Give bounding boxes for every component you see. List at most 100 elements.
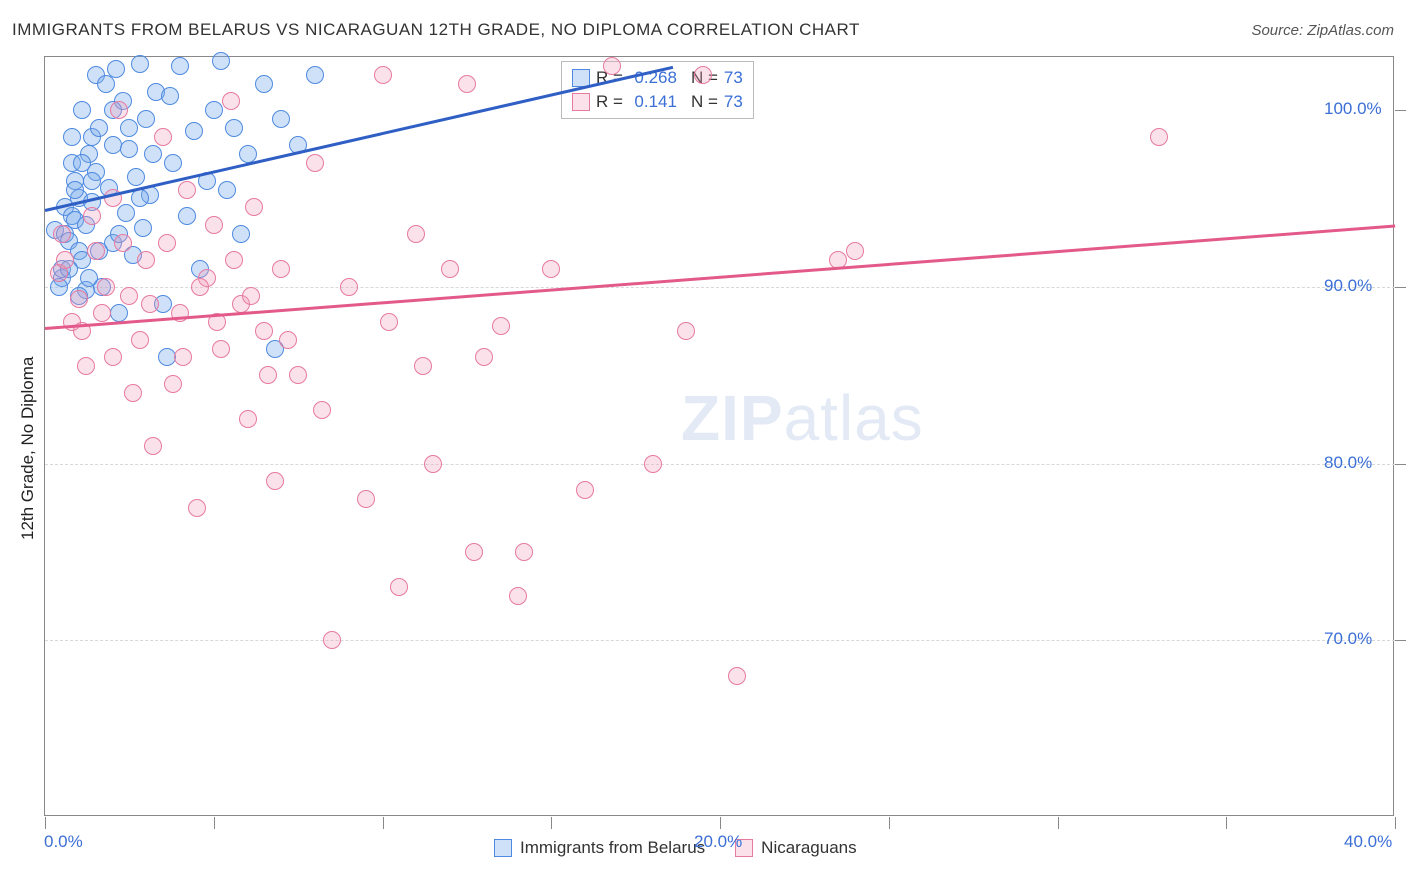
data-point-nicaraguans — [340, 278, 358, 296]
data-point-nicaraguans — [104, 348, 122, 366]
watermark-bold: ZIP — [681, 382, 784, 454]
data-point-nicaraguans — [542, 260, 560, 278]
data-point-nicaraguans — [137, 251, 155, 269]
stats-n-value: 73 — [724, 68, 743, 88]
data-point-nicaraguans — [188, 499, 206, 517]
data-point-nicaraguans — [124, 384, 142, 402]
data-point-nicaraguans — [289, 366, 307, 384]
y-tick-label: 90.0% — [1324, 276, 1372, 296]
data-point-belarus — [63, 128, 81, 146]
data-point-nicaraguans — [306, 154, 324, 172]
data-point-belarus — [131, 189, 149, 207]
legend-label-belarus: Immigrants from Belarus — [520, 838, 705, 858]
data-point-belarus — [107, 60, 125, 78]
data-point-nicaraguans — [87, 242, 105, 260]
data-point-belarus — [73, 154, 91, 172]
data-point-nicaraguans — [509, 587, 527, 605]
legend-swatch-belarus — [494, 839, 512, 857]
data-point-belarus — [117, 204, 135, 222]
data-point-nicaraguans — [205, 216, 223, 234]
y-tick — [1395, 464, 1406, 465]
y-tick — [1395, 287, 1406, 288]
data-point-nicaraguans — [77, 357, 95, 375]
data-point-nicaraguans — [407, 225, 425, 243]
data-point-belarus — [171, 57, 189, 75]
data-point-nicaraguans — [694, 66, 712, 84]
data-point-nicaraguans — [475, 348, 493, 366]
x-tick-minor — [551, 817, 552, 829]
chart-title: IMMIGRANTS FROM BELARUS VS NICARAGUAN 12… — [12, 20, 860, 40]
data-point-nicaraguans — [846, 242, 864, 260]
x-tick — [1395, 817, 1396, 829]
gridline — [45, 640, 1395, 641]
data-point-nicaraguans — [53, 225, 71, 243]
x-tick-minor — [1058, 817, 1059, 829]
data-point-belarus — [104, 136, 122, 154]
data-point-nicaraguans — [644, 455, 662, 473]
data-point-nicaraguans — [374, 66, 392, 84]
data-point-nicaraguans — [191, 278, 209, 296]
data-point-nicaraguans — [323, 631, 341, 649]
x-tick-minor — [214, 817, 215, 829]
data-point-nicaraguans — [441, 260, 459, 278]
data-point-nicaraguans — [242, 287, 260, 305]
header-row: IMMIGRANTS FROM BELARUS VS NICARAGUAN 12… — [12, 20, 1394, 40]
data-point-nicaraguans — [576, 481, 594, 499]
data-point-nicaraguans — [603, 57, 621, 75]
data-point-belarus — [205, 101, 223, 119]
data-point-belarus — [255, 75, 273, 93]
data-point-belarus — [120, 119, 138, 137]
stats-n-value: 73 — [724, 92, 743, 112]
data-point-belarus — [212, 52, 230, 70]
data-point-nicaraguans — [458, 75, 476, 93]
data-point-belarus — [73, 101, 91, 119]
data-point-belarus — [80, 269, 98, 287]
data-point-belarus — [66, 181, 84, 199]
x-tick-label: 0.0% — [44, 832, 83, 852]
data-point-nicaraguans — [212, 340, 230, 358]
x-tick — [45, 817, 46, 829]
data-point-belarus — [178, 207, 196, 225]
data-point-nicaraguans — [259, 366, 277, 384]
y-axis-label: 12th Grade, No Diploma — [18, 357, 38, 540]
data-point-nicaraguans — [390, 578, 408, 596]
data-point-nicaraguans — [93, 304, 111, 322]
data-point-nicaraguans — [70, 290, 88, 308]
x-tick-minor — [889, 817, 890, 829]
data-point-nicaraguans — [174, 348, 192, 366]
gridline — [45, 464, 1395, 465]
data-point-nicaraguans — [141, 295, 159, 313]
data-point-nicaraguans — [114, 234, 132, 252]
data-point-nicaraguans — [728, 667, 746, 685]
x-tick-minor — [383, 817, 384, 829]
trendline-belarus — [45, 66, 673, 212]
y-tick — [1395, 640, 1406, 641]
data-point-nicaraguans — [110, 101, 128, 119]
data-point-belarus — [134, 219, 152, 237]
stats-n-label: N = — [691, 92, 718, 112]
data-point-belarus — [225, 119, 243, 137]
data-point-belarus — [83, 172, 101, 190]
data-point-belarus — [90, 119, 108, 137]
data-point-belarus — [232, 225, 250, 243]
trendline-nicaraguans — [45, 225, 1395, 330]
y-tick-label: 70.0% — [1324, 629, 1372, 649]
y-tick-label: 100.0% — [1324, 99, 1382, 119]
data-point-nicaraguans — [144, 437, 162, 455]
data-point-nicaraguans — [225, 251, 243, 269]
x-tick — [720, 817, 721, 829]
data-point-nicaraguans — [255, 322, 273, 340]
stats-r-label: R = — [596, 92, 623, 112]
data-point-belarus — [158, 348, 176, 366]
data-point-nicaraguans — [414, 357, 432, 375]
data-point-nicaraguans — [380, 313, 398, 331]
data-point-nicaraguans — [222, 92, 240, 110]
y-tick-label: 80.0% — [1324, 453, 1372, 473]
data-point-nicaraguans — [245, 198, 263, 216]
data-point-belarus — [131, 55, 149, 73]
data-point-nicaraguans — [515, 543, 533, 561]
source-label: Source: ZipAtlas.com — [1251, 22, 1394, 39]
data-point-nicaraguans — [178, 181, 196, 199]
y-tick — [1395, 110, 1406, 111]
data-point-nicaraguans — [1150, 128, 1168, 146]
